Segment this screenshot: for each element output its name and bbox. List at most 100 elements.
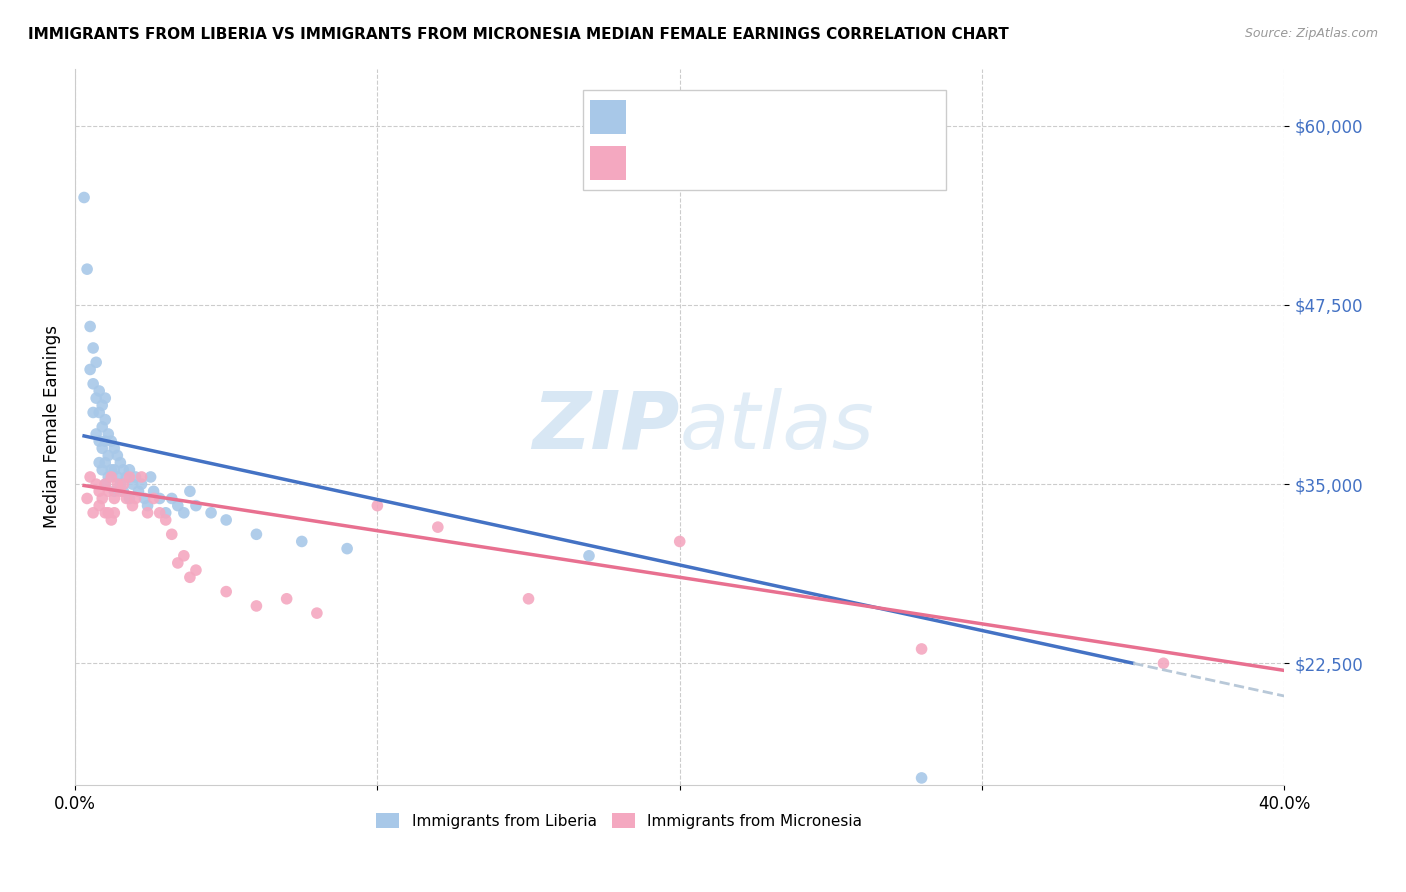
Point: [131, 470, 153, 484]
Point: [215, 513, 238, 527]
Text: atlas: atlas: [679, 388, 875, 466]
Point: [89, 499, 111, 513]
Point: [73, 190, 96, 204]
Point: [179, 570, 201, 584]
Point: [103, 484, 125, 499]
Point: [84, 477, 107, 491]
Point: [118, 463, 141, 477]
Point: [118, 491, 141, 506]
Point: [426, 520, 449, 534]
Point: [105, 449, 128, 463]
Point: [149, 506, 172, 520]
Point: [173, 549, 195, 563]
Point: [155, 513, 177, 527]
Point: [215, 584, 238, 599]
Point: [94, 434, 117, 449]
Point: [115, 491, 138, 506]
Point: [112, 463, 135, 477]
Point: [245, 599, 267, 613]
Point: [79, 362, 101, 376]
Point: [79, 470, 101, 484]
Point: [517, 591, 540, 606]
Point: [94, 506, 117, 520]
Point: [112, 484, 135, 499]
Point: [128, 484, 150, 499]
Point: [79, 319, 101, 334]
Point: [94, 456, 117, 470]
Point: [84, 355, 107, 369]
Point: [82, 341, 104, 355]
Point: [82, 506, 104, 520]
Point: [118, 470, 141, 484]
Point: [103, 506, 125, 520]
Point: [110, 477, 132, 491]
Point: [94, 412, 117, 426]
Point: [97, 470, 120, 484]
Text: Source: ZipAtlas.com: Source: ZipAtlas.com: [1244, 27, 1378, 40]
Point: [76, 262, 98, 277]
Point: [305, 606, 328, 620]
Y-axis label: Median Female Earnings: Median Female Earnings: [44, 326, 60, 528]
Point: [105, 470, 128, 484]
Point: [76, 491, 98, 506]
Point: [110, 456, 132, 470]
Point: [173, 506, 195, 520]
Point: [91, 419, 114, 434]
Point: [89, 484, 111, 499]
Point: [136, 499, 159, 513]
Point: [91, 398, 114, 412]
Point: [89, 405, 111, 419]
Point: [84, 427, 107, 442]
Point: [121, 499, 143, 513]
Point: [94, 391, 117, 405]
Point: [1153, 657, 1175, 671]
Point: [366, 499, 388, 513]
Point: [149, 491, 172, 506]
Point: [100, 463, 122, 477]
Text: IMMIGRANTS FROM LIBERIA VS IMMIGRANTS FROM MICRONESIA MEDIAN FEMALE EARNINGS COR: IMMIGRANTS FROM LIBERIA VS IMMIGRANTS FR…: [28, 27, 1010, 42]
Point: [131, 477, 153, 491]
Point: [166, 499, 188, 513]
Point: [97, 427, 120, 442]
Point: [668, 534, 690, 549]
Point: [103, 463, 125, 477]
Legend: Immigrants from Liberia, Immigrants from Micronesia: Immigrants from Liberia, Immigrants from…: [370, 806, 868, 835]
Point: [100, 470, 122, 484]
Text: ZIP: ZIP: [533, 388, 679, 466]
Point: [115, 470, 138, 484]
Point: [910, 642, 932, 657]
Point: [578, 549, 600, 563]
Point: [94, 477, 117, 491]
Point: [139, 470, 162, 484]
Point: [91, 463, 114, 477]
Point: [291, 534, 314, 549]
Point: [100, 513, 122, 527]
Point: [142, 491, 165, 506]
Point: [100, 434, 122, 449]
Point: [184, 499, 207, 513]
Point: [105, 477, 128, 491]
Point: [91, 442, 114, 456]
Point: [910, 771, 932, 785]
Point: [155, 506, 177, 520]
Point: [142, 484, 165, 499]
Point: [94, 477, 117, 491]
Point: [82, 376, 104, 391]
Point: [134, 491, 156, 506]
Point: [91, 491, 114, 506]
Point: [82, 405, 104, 419]
Point: [136, 506, 159, 520]
Point: [160, 491, 183, 506]
Point: [89, 384, 111, 398]
Point: [97, 484, 120, 499]
Point: [121, 477, 143, 491]
Point: [89, 456, 111, 470]
Point: [160, 527, 183, 541]
Point: [166, 556, 188, 570]
Point: [103, 491, 125, 506]
Point: [276, 591, 298, 606]
Point: [97, 449, 120, 463]
Point: [97, 506, 120, 520]
Point: [124, 491, 146, 506]
Point: [103, 442, 125, 456]
